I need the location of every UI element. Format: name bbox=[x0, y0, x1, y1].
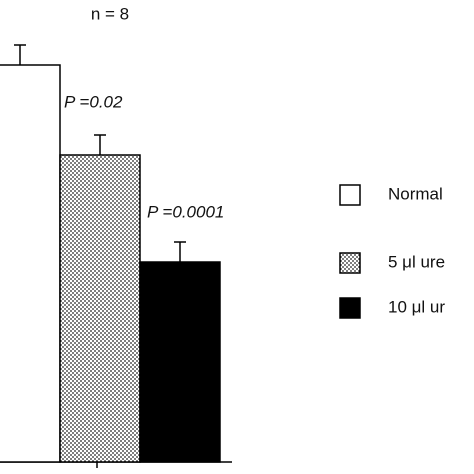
legend-swatch bbox=[339, 252, 361, 274]
bar bbox=[139, 261, 221, 463]
annotation: P =0.0001 bbox=[147, 202, 224, 221]
bar bbox=[59, 154, 141, 463]
legend-swatch bbox=[339, 184, 361, 206]
bar bbox=[0, 64, 61, 463]
legend-label: Normal bbox=[388, 184, 443, 203]
legend-label: 10 μl ur bbox=[388, 297, 445, 316]
chart-title: n = 8 bbox=[91, 4, 129, 23]
annotation: P =0.02 bbox=[64, 92, 123, 111]
legend-label: 5 μl ure bbox=[388, 252, 445, 271]
legend-swatch bbox=[339, 297, 361, 319]
